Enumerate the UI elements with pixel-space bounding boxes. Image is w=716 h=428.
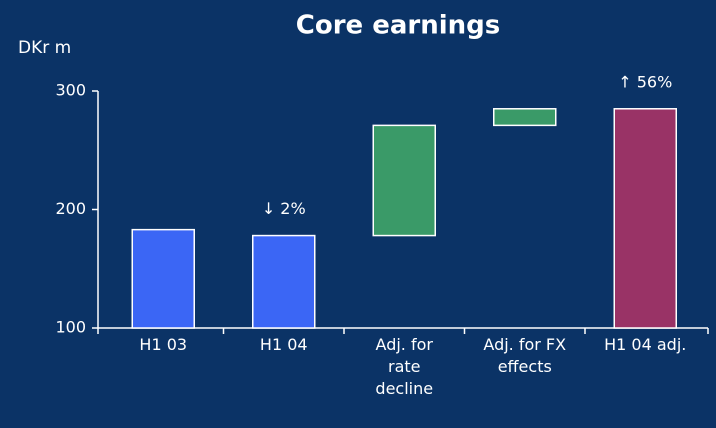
bar	[372, 124, 436, 237]
x-tick-label: Adj. for FX effects	[483, 335, 567, 376]
y-tick-label: 100	[55, 318, 86, 337]
bar	[493, 108, 557, 127]
chart-title: Core earnings	[296, 11, 500, 41]
bar	[613, 108, 677, 329]
bar	[252, 234, 316, 329]
annotation: ↓ 2%	[262, 199, 306, 218]
y-tick-label: 200	[55, 199, 86, 218]
x-tick-label: H1 03	[139, 335, 188, 354]
bar	[131, 228, 195, 329]
x-tick-label: H1 04 adj.	[604, 335, 687, 354]
y-tick-label: 300	[55, 81, 86, 100]
annotation: ↑ 56%	[618, 72, 672, 91]
y-axis-label: DKr m	[18, 38, 71, 58]
x-tick-label: Adj. for rate decline	[375, 335, 434, 398]
x-tick-label: H1 04	[259, 335, 308, 354]
